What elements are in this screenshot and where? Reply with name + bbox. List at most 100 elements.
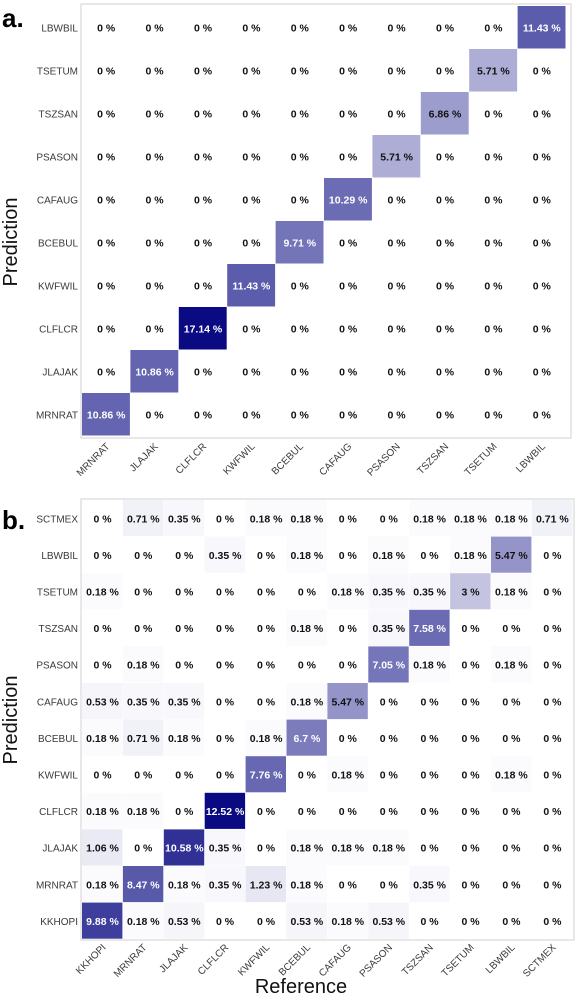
cell-label-b-r9-c9: 0 % — [461, 843, 480, 855]
cell-label-b-r6-c10: 0 % — [502, 733, 521, 745]
cell-label-b-r8-c9: 0 % — [461, 806, 480, 818]
cell-label-a-r6-c6: 0 % — [388, 281, 407, 293]
x-tick-label-b-3: CLFLCR — [196, 942, 231, 977]
cell-label-a-r1-c8: 5.71 % — [477, 66, 510, 78]
cell-label-b-r6-c0: 0.18 % — [86, 733, 119, 745]
cell-label-b-r8-c11: 0 % — [543, 806, 562, 818]
cell-label-a-r7-c8: 0 % — [484, 324, 503, 336]
cell-label-b-r7-c3: 0 % — [216, 770, 235, 782]
cell-label-b-r11-c10: 0 % — [502, 916, 521, 928]
y-tick-label-b-0: SCTMEX — [36, 514, 78, 525]
cell-b-r9-c3 — [204, 829, 246, 866]
cell-label-a-r7-c2: 17.14 % — [184, 324, 223, 336]
cell-a-r5-c4 — [275, 221, 324, 264]
cell-label-b-r1-c11: 0 % — [543, 550, 562, 562]
cell-label-b-r9-c3: 0.35 % — [209, 843, 242, 855]
y-axis-title-b: Prediction — [0, 676, 22, 765]
cell-label-b-r11-c2: 0.53 % — [168, 916, 201, 928]
cell-label-a-r2-c4: 0 % — [291, 109, 310, 121]
cell-a-r7-c2 — [178, 307, 227, 350]
cell-a-r2-c7 — [420, 92, 469, 135]
x-tick-label-a-3: KWFWIL — [221, 441, 257, 477]
cell-a-r4-c5 — [324, 178, 372, 221]
cell-b-r8-c1 — [122, 792, 164, 829]
cell-label-a-r6-c5: 0 % — [339, 281, 358, 293]
cell-label-b-r11-c7: 0.53 % — [372, 916, 405, 928]
cell-label-b-r2-c5: 0 % — [298, 587, 317, 599]
cell-label-a-r7-c7: 0 % — [436, 324, 455, 336]
cell-label-b-r11-c11: 0 % — [543, 916, 562, 928]
y-tick-label-b-10: MRNRAT — [36, 880, 78, 891]
cell-b-r2-c0 — [82, 573, 123, 610]
cell-b-r5-c0 — [82, 683, 123, 720]
cell-b-r11-c7 — [368, 902, 409, 939]
cell-label-a-r1-c9: 0 % — [533, 66, 552, 78]
y-tick-label-b-6: BCEBUL — [38, 734, 78, 745]
cell-label-b-r6-c3: 0 % — [216, 733, 235, 745]
cell-b-r7-c4 — [245, 756, 286, 793]
cell-label-b-r5-c5: 0.18 % — [291, 696, 324, 708]
cell-label-b-r5-c9: 0 % — [461, 696, 480, 708]
cell-a-r0-c9 — [517, 6, 566, 49]
cell-label-b-r0-c1: 0.71 % — [127, 513, 160, 525]
cell-label-a-r4-c5: 10.29 % — [329, 195, 368, 207]
cell-label-b-r6-c4: 0.18 % — [250, 733, 283, 745]
cell-b-r5-c5 — [286, 683, 327, 720]
cell-b-r9-c5 — [286, 829, 327, 866]
cell-label-b-r10-c2: 0.18 % — [168, 879, 201, 891]
cell-label-a-r4-c9: 0 % — [533, 195, 552, 207]
cell-label-b-r2-c4: 0 % — [257, 587, 276, 599]
cell-label-a-r1-c0: 0 % — [97, 66, 116, 78]
cell-label-b-r1-c4: 0 % — [257, 550, 276, 562]
cell-label-a-r8-c5: 0 % — [339, 367, 358, 379]
cell-label-b-r7-c10: 0.18 % — [495, 770, 528, 782]
x-tick-label-b-11: SCTMEX — [521, 942, 558, 979]
panel-label-a: a. — [2, 3, 24, 33]
cell-label-a-r7-c5: 0 % — [339, 324, 358, 336]
cell-label-a-r8-c8: 0 % — [484, 367, 503, 379]
cell-label-b-r10-c1: 8.47 % — [127, 879, 160, 891]
cell-label-b-r1-c6: 0 % — [339, 550, 358, 562]
cell-b-r0-c9 — [450, 500, 491, 537]
cell-label-b-r1-c9: 0.18 % — [454, 550, 487, 562]
cell-label-b-r0-c4: 0.18 % — [250, 513, 283, 525]
cell-b-r0-c5 — [286, 500, 327, 537]
cell-label-a-r6-c4: 0 % — [291, 281, 310, 293]
cell-label-a-r1-c5: 0 % — [339, 66, 358, 78]
cell-label-a-r0-c0: 0 % — [97, 23, 116, 35]
cell-label-b-r0-c6: 0 % — [339, 513, 358, 525]
cell-label-a-r1-c1: 0 % — [146, 66, 165, 78]
cell-label-a-r3-c6: 5.71 % — [380, 152, 413, 164]
panel-b: b. Prediction Reference 0 % 0.71 % 0.35 % 0… — [0, 498, 575, 998]
cell-b-r0-c10 — [491, 500, 532, 537]
cell-b-r7-c6 — [327, 756, 368, 793]
cell-b-r1-c3 — [204, 536, 246, 573]
x-tick-label-b-8: TSZSAN — [400, 942, 436, 978]
cell-b-r4-c1 — [122, 646, 164, 683]
cell-label-a-r9-c2: 0 % — [194, 410, 213, 422]
cell-label-a-r8-c7: 0 % — [436, 367, 455, 379]
cell-label-b-r9-c0: 1.06 % — [86, 843, 119, 855]
cell-label-a-r5-c0: 0 % — [97, 238, 116, 250]
cell-label-a-r2-c0: 0 % — [97, 109, 116, 121]
cell-label-b-r6-c7: 0 % — [380, 733, 399, 745]
cell-label-a-r2-c1: 0 % — [146, 109, 165, 121]
cell-label-a-r9-c0: 10.86 % — [87, 410, 126, 422]
cell-label-b-r9-c6: 0.18 % — [331, 843, 364, 855]
cell-label-b-r5-c2: 0.35 % — [168, 696, 201, 708]
cell-label-a-r7-c1: 0 % — [146, 324, 165, 336]
cell-label-b-r11-c6: 0.18 % — [331, 916, 364, 928]
cell-b-r8-c0 — [82, 792, 123, 829]
cell-label-b-r4-c7: 7.05 % — [372, 660, 405, 672]
cell-label-b-r5-c8: 0 % — [421, 696, 440, 708]
cell-label-b-r1-c1: 0 % — [134, 550, 153, 562]
cell-label-b-r9-c7: 0.18 % — [372, 843, 405, 855]
cell-b-r10-c0 — [82, 866, 123, 903]
cell-b-r11-c5 — [286, 902, 327, 939]
cell-label-b-r7-c4: 7.76 % — [250, 770, 283, 782]
cell-label-b-r3-c1: 0 % — [134, 623, 153, 635]
cell-label-a-r0-c4: 0 % — [291, 23, 310, 35]
cell-label-b-r9-c10: 0 % — [502, 843, 521, 855]
cell-label-a-r9-c6: 0 % — [388, 410, 407, 422]
cell-label-b-r6-c1: 0.71 % — [127, 733, 160, 745]
